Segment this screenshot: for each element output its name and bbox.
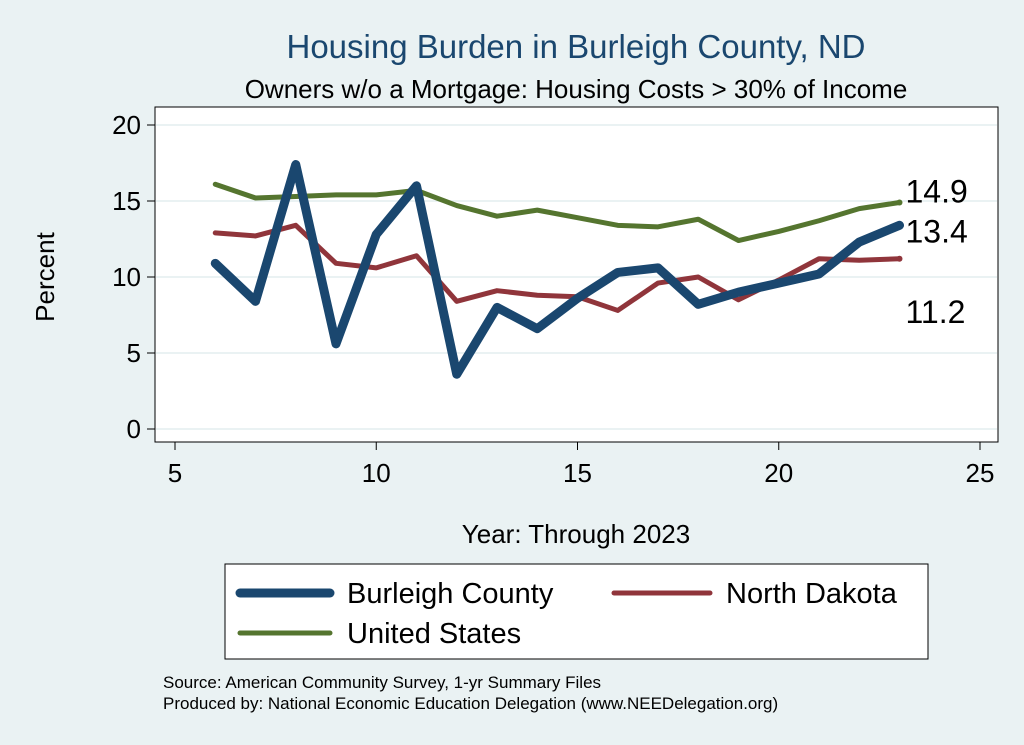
legend: Burleigh County North Dakota United States — [224, 563, 929, 660]
plot-area — [154, 106, 999, 443]
y-tick-label: 5 — [127, 338, 141, 368]
x-tick-label: 20 — [764, 458, 793, 488]
y-tick-label: 20 — [112, 110, 141, 140]
series-end-point — [896, 222, 903, 229]
producer-note: Produced by: National Economic Education… — [163, 694, 778, 713]
end-value-label: 14.9 — [906, 174, 968, 210]
legend-label: Burleigh County — [347, 578, 554, 610]
end-labels: 13.4 11.2 14.9 — [896, 174, 968, 330]
chart-subtitle: Owners w/o a Mortgage: Housing Costs > 3… — [245, 74, 908, 104]
chart-title: Housing Burden in Burleigh County, ND — [286, 28, 865, 65]
x-axis-title: Year: Through 2023 — [462, 519, 690, 549]
y-tick-label: 10 — [112, 262, 141, 292]
source-note: Source: American Community Survey, 1-yr … — [163, 673, 601, 692]
end-value-label: 11.2 — [906, 294, 966, 330]
series-end-point — [896, 255, 903, 262]
legend-box — [224, 563, 929, 660]
y-tick-label: 15 — [112, 186, 141, 216]
legend-label: North Dakota — [726, 578, 898, 610]
series-line-burleigh-county — [210, 160, 904, 379]
series-line-united-states — [212, 181, 902, 244]
y-axis-title: Percent — [30, 231, 60, 321]
legend-label: United States — [347, 618, 521, 650]
y-tick-label: 0 — [127, 414, 141, 444]
gridlines — [156, 124, 997, 430]
x-tick-label: 25 — [966, 458, 995, 488]
x-tick-label: 15 — [563, 458, 592, 488]
series-lines — [210, 160, 904, 379]
series-line-north-dakota — [212, 222, 902, 313]
x-tick-label: 10 — [362, 458, 391, 488]
end-value-label: 13.4 — [906, 213, 968, 249]
series-end-point — [896, 199, 903, 206]
x-tick-label: 5 — [168, 458, 182, 488]
